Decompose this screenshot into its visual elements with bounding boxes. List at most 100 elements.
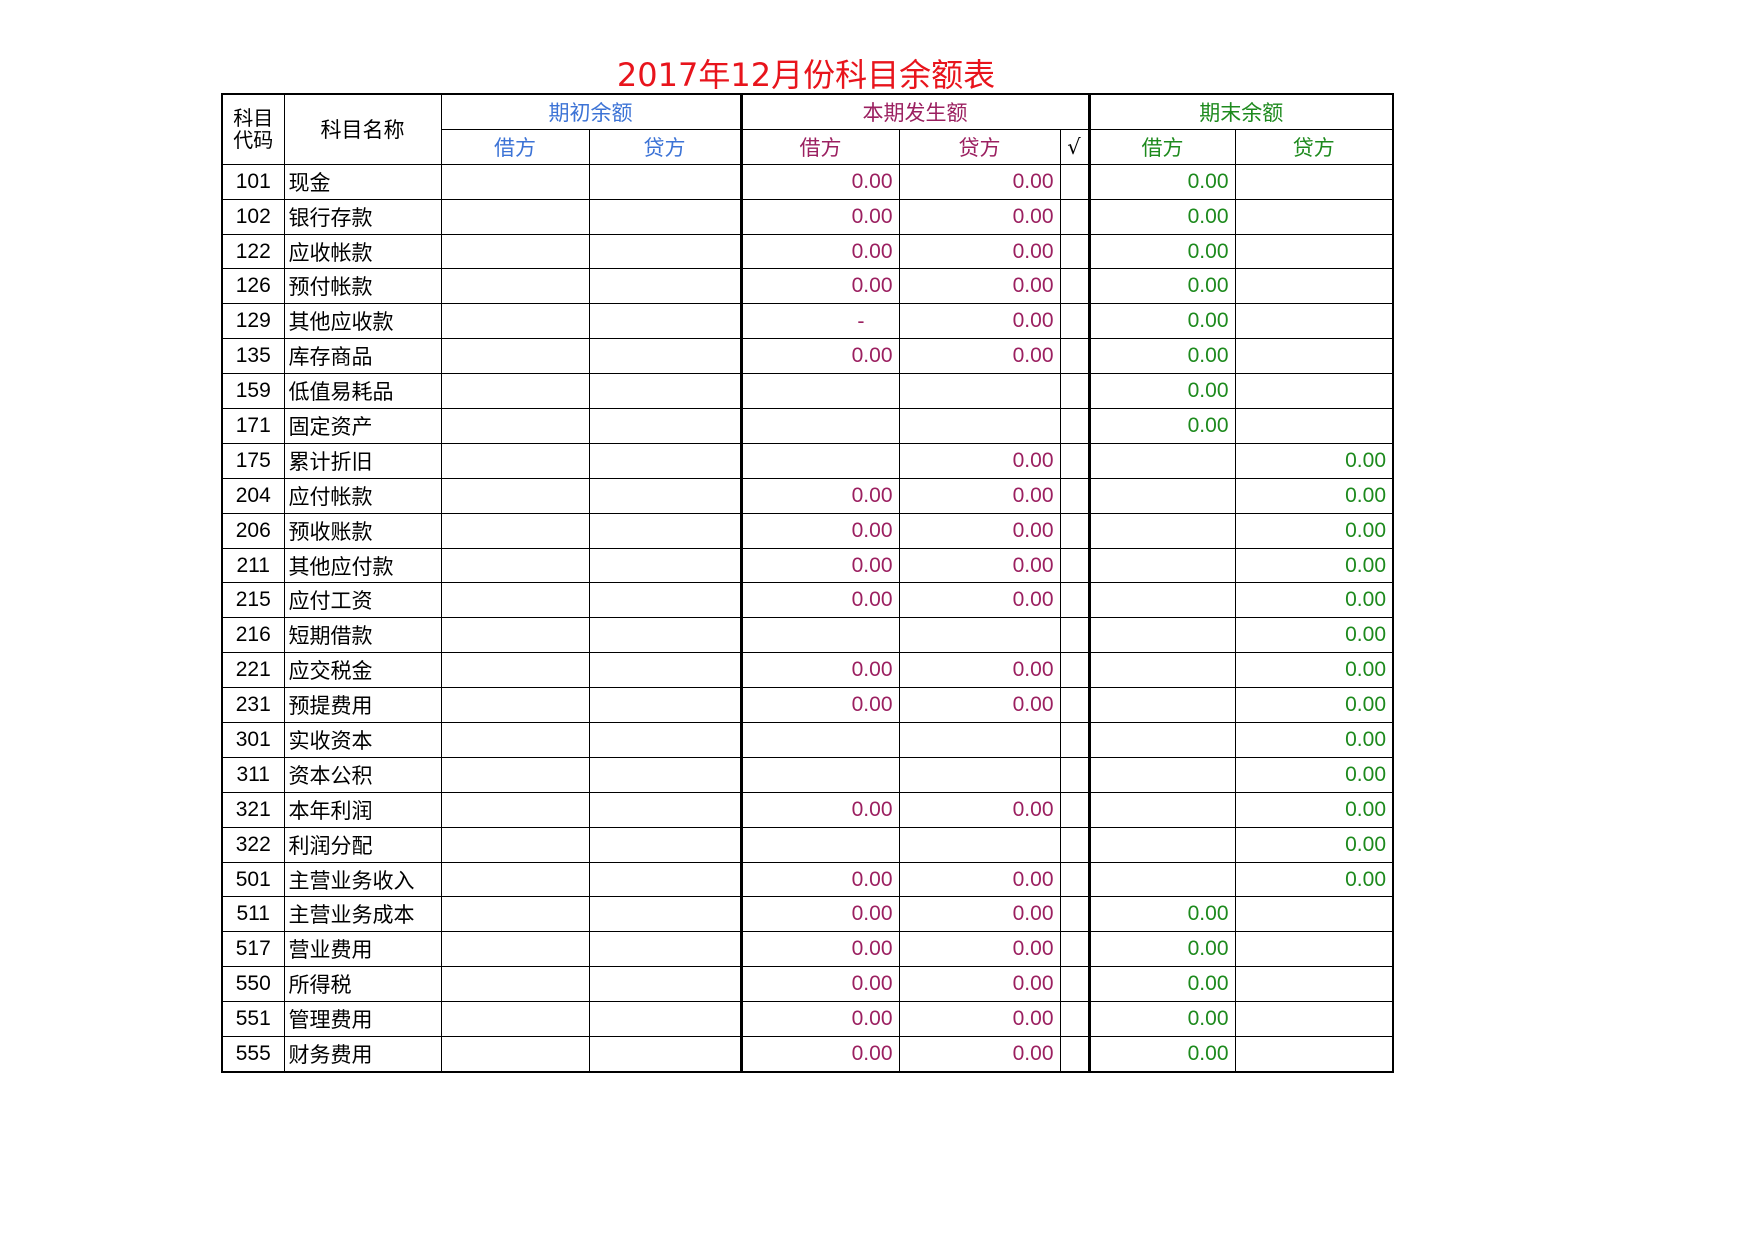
amount-cell (1059, 233, 1090, 270)
amount-cell: 0.00 (1087, 408, 1236, 444)
header-sub-cell: 借方 (1087, 128, 1236, 165)
table-row: 555 财务费用 0.00 0.00 0.00 (221, 1036, 1394, 1073)
amount-cell (588, 442, 742, 479)
amount-cell (588, 966, 742, 1003)
table-row: 511 主营业务成本 0.00 0.00 0.00 (221, 896, 1394, 933)
amount-cell (1059, 826, 1090, 863)
amount-cell (440, 861, 590, 898)
amount-cell (440, 826, 590, 863)
amount-cell: 0.00 (739, 198, 900, 235)
account-code: 211 (221, 547, 285, 584)
amount-cell (898, 617, 1061, 654)
amount-cell: 0.00 (1234, 477, 1394, 514)
amount-cell (440, 652, 590, 689)
account-name: 预提费用 (283, 687, 442, 724)
amount-cell: 0.00 (1234, 547, 1394, 584)
header-sub-cell: √ (1059, 128, 1090, 165)
amount-cell: 0.00 (898, 1001, 1061, 1038)
table-row: 159 低值易耗品 0.00 (221, 373, 1394, 410)
account-name: 本年利润 (283, 791, 442, 828)
amount-cell (588, 303, 742, 340)
account-name: 库存商品 (283, 338, 442, 375)
amount-cell (898, 722, 1061, 758)
amount-cell (440, 966, 590, 1003)
amount-cell: 0.00 (739, 652, 900, 689)
header-sub-cell: 贷方 (898, 128, 1061, 165)
amount-cell: 0.00 (739, 163, 900, 200)
account-code: 175 (221, 442, 285, 479)
amount-cell: 0.00 (898, 163, 1061, 200)
table-row: 322 利润分配 0.00 (221, 826, 1394, 863)
amount-cell: 0.00 (898, 931, 1061, 968)
account-code: 129 (221, 303, 285, 340)
amount-cell (739, 442, 900, 479)
table-row: 550 所得税 0.00 0.00 0.00 (221, 966, 1394, 1003)
amount-cell (440, 931, 590, 968)
account-name: 管理费用 (283, 1001, 442, 1038)
header-sub-cell: 借方 (739, 128, 900, 165)
amount-cell: 0.00 (1234, 442, 1394, 479)
amount-cell (440, 338, 590, 375)
amount-cell (898, 756, 1061, 793)
header-sub-cell: 借方 (440, 128, 590, 165)
table-row: 501 主营业务收入 0.00 0.00 0.00 (221, 861, 1394, 898)
amount-cell: 0.00 (739, 268, 900, 305)
amount-cell (1234, 966, 1394, 1003)
amount-cell (1087, 512, 1236, 549)
account-name: 财务费用 (283, 1036, 442, 1073)
amount-cell: 0.00 (1087, 896, 1236, 933)
amount-cell (440, 163, 590, 200)
amount-cell (1234, 303, 1394, 340)
amount-cell (588, 722, 742, 758)
table-row: 171 固定资产 0.00 (221, 408, 1394, 444)
amount-cell (739, 756, 900, 793)
amount-cell: 0.00 (739, 687, 900, 724)
amount-cell: 0.00 (1234, 652, 1394, 689)
account-name: 其他应付款 (283, 547, 442, 584)
header-period: 本期发生额 (739, 93, 1090, 130)
amount-cell (1087, 477, 1236, 514)
amount-cell (1059, 966, 1090, 1003)
amount-cell: 0.00 (739, 861, 900, 898)
header-opening: 期初余额 (440, 93, 742, 130)
amount-cell: 0.00 (898, 442, 1061, 479)
amount-cell (440, 233, 590, 270)
amount-cell (1234, 408, 1394, 444)
amount-cell: 0.00 (898, 687, 1061, 724)
account-code: 122 (221, 233, 285, 270)
account-code: 511 (221, 896, 285, 933)
amount-cell: 0.00 (739, 547, 900, 584)
table-row: 126 预付帐款 0.00 0.00 0.00 (221, 268, 1394, 305)
amount-cell (1059, 861, 1090, 898)
account-code: 101 (221, 163, 285, 200)
amount-cell (440, 303, 590, 340)
amount-cell (1234, 896, 1394, 933)
amount-cell: 0.00 (898, 477, 1061, 514)
account-name: 预付帐款 (283, 268, 442, 305)
amount-cell (440, 512, 590, 549)
amount-cell (739, 722, 900, 758)
account-name: 资本公积 (283, 756, 442, 793)
amount-cell (588, 268, 742, 305)
account-name: 应付帐款 (283, 477, 442, 514)
amount-cell (1059, 722, 1090, 758)
amount-cell: 0.00 (1087, 1001, 1236, 1038)
table-row: 102 银行存款 0.00 0.00 0.00 (221, 198, 1394, 235)
title: 2017年12月份科目余额表 (616, 56, 996, 94)
amount-cell (588, 826, 742, 863)
amount-cell: 0.00 (1234, 722, 1394, 758)
amount-cell (739, 617, 900, 654)
amount-cell (1059, 896, 1090, 933)
amount-cell (440, 687, 590, 724)
account-name: 现金 (283, 163, 442, 200)
amount-cell (1234, 163, 1394, 200)
amount-cell (1059, 408, 1090, 444)
table-row: 206 预收账款 0.00 0.00 0.00 (221, 512, 1394, 549)
amount-cell: 0.00 (898, 338, 1061, 375)
amount-cell (1059, 268, 1090, 305)
amount-cell: 0.00 (1234, 791, 1394, 828)
amount-cell: 0.00 (898, 303, 1061, 340)
amount-cell: 0.00 (739, 1036, 900, 1073)
amount-cell (588, 652, 742, 689)
table-row: 231 预提费用 0.00 0.00 0.00 (221, 687, 1394, 724)
